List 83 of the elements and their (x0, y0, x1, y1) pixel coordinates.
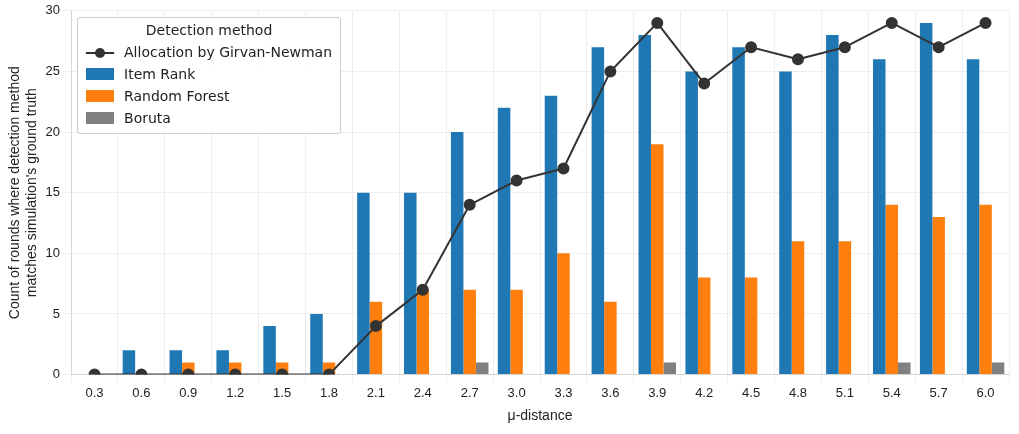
x-tick-label: 4.8 (788, 384, 807, 400)
y-axis-title: Count of rounds where detection method matches simulation's ground truth (6, 66, 40, 320)
bar (604, 301, 617, 375)
bar (697, 277, 711, 375)
legend-label: Item Rank (124, 65, 196, 82)
x-tick-label: 3.9 (648, 384, 667, 400)
bar (885, 204, 899, 375)
bar (497, 107, 511, 375)
bar (122, 350, 136, 375)
point (885, 16, 898, 29)
bar (216, 350, 229, 375)
bar (591, 47, 605, 375)
bar (663, 362, 677, 375)
y-tick-label: 10 (45, 244, 61, 260)
x-tick-label: 1.2 (226, 384, 245, 400)
x-tick-label: 2.7 (460, 384, 479, 400)
point (932, 41, 945, 54)
bar (838, 241, 852, 375)
bar (263, 326, 276, 375)
x-tick-label: 4.2 (695, 384, 714, 400)
y-tick-label: 30 (45, 2, 61, 18)
x-tick-label: 0.3 (85, 384, 104, 400)
point (698, 77, 711, 90)
y-tick-label: 15 (45, 184, 61, 200)
bar (310, 313, 323, 375)
bar (416, 289, 430, 375)
x-tick-label: 3.3 (554, 384, 573, 400)
bar (898, 362, 911, 375)
x-tick-label: 3.6 (601, 384, 620, 400)
y-tick-label: 0 (52, 366, 61, 382)
y-tick-label: 20 (45, 123, 61, 139)
bar (991, 362, 1005, 375)
bar (791, 241, 805, 375)
bar (404, 192, 417, 375)
bar (557, 253, 570, 375)
bar (919, 22, 933, 375)
x-tick-label: 4.5 (742, 384, 761, 400)
bar (357, 192, 370, 375)
y-tick-label: 25 (45, 63, 61, 79)
point (416, 283, 429, 296)
bar (744, 277, 758, 375)
x-tick-label: 1.8 (319, 384, 339, 400)
point (510, 174, 523, 187)
bar (544, 95, 558, 375)
x-tick-label: 2.1 (366, 384, 385, 400)
point (604, 65, 617, 78)
bar (966, 59, 980, 375)
y-tick-label: 5 (52, 305, 61, 321)
legend-label: Boruta (124, 109, 171, 126)
x-tick-label: 6.0 (976, 384, 995, 400)
point (745, 41, 758, 54)
bar (463, 289, 476, 375)
bar (873, 59, 886, 375)
x-tick-label: 0.6 (132, 384, 151, 400)
bar (475, 362, 489, 375)
x-tick-label: 1.5 (273, 384, 292, 400)
x-tick-label: 5.1 (835, 384, 854, 400)
bar (685, 71, 698, 375)
legend-title: Detection method (144, 21, 274, 38)
bar (932, 216, 945, 375)
bar (169, 350, 183, 375)
x-tick-label: 0.9 (179, 384, 198, 400)
point (838, 41, 851, 54)
legend-label: Allocation by Girvan-Newman (124, 43, 333, 60)
x-tick-label: 5.7 (929, 384, 948, 400)
bar (732, 47, 745, 375)
legend-label: Random Forest (124, 87, 230, 104)
point (557, 162, 570, 175)
bar (779, 71, 792, 375)
bar (651, 144, 664, 375)
bar (450, 132, 464, 375)
x-tick-label: 2.4 (413, 384, 432, 400)
bar (826, 35, 839, 375)
x-tick-label: 5.4 (882, 384, 901, 400)
bar (979, 204, 992, 375)
point (979, 16, 992, 29)
point (791, 53, 804, 66)
x-tick-label: 3.0 (507, 384, 526, 400)
point (463, 198, 476, 211)
bar (510, 289, 523, 375)
x-axis-title: μ-distance (507, 407, 573, 424)
point (651, 16, 664, 29)
bar (638, 35, 652, 375)
